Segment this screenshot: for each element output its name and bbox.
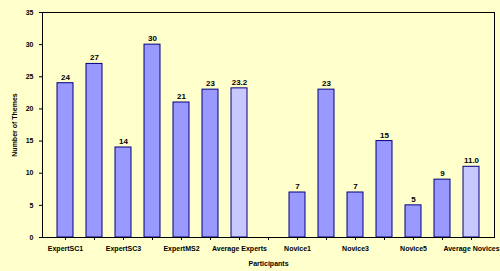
svg-text:Average Experts: Average Experts <box>212 245 267 253</box>
svg-text:21: 21 <box>177 92 186 101</box>
svg-text:23.2: 23.2 <box>232 78 248 87</box>
svg-text:Novice1: Novice1 <box>284 245 311 252</box>
svg-text:5: 5 <box>411 195 416 204</box>
svg-text:ExpertSC3: ExpertSC3 <box>106 245 142 253</box>
svg-text:27: 27 <box>90 53 99 62</box>
svg-text:30: 30 <box>148 34 157 43</box>
svg-text:35: 35 <box>26 9 34 16</box>
svg-text:7: 7 <box>353 182 358 191</box>
svg-text:Participants: Participants <box>248 260 288 268</box>
svg-text:5: 5 <box>30 202 34 209</box>
svg-text:ExpertSC1: ExpertSC1 <box>48 245 84 253</box>
svg-text:0: 0 <box>30 234 34 241</box>
svg-text:14: 14 <box>119 137 128 146</box>
svg-text:23: 23 <box>322 79 331 88</box>
svg-text:25: 25 <box>26 73 34 80</box>
svg-text:10: 10 <box>26 169 34 176</box>
svg-text:11.0: 11.0 <box>464 156 480 165</box>
svg-text:Average Novices: Average Novices <box>443 245 499 253</box>
svg-text:15: 15 <box>26 137 34 144</box>
svg-text:15: 15 <box>380 131 389 140</box>
svg-text:23: 23 <box>206 79 215 88</box>
svg-text:30: 30 <box>26 41 34 48</box>
svg-text:Novice3: Novice3 <box>342 245 369 252</box>
svg-text:7: 7 <box>295 182 300 191</box>
svg-text:Number of Themes: Number of Themes <box>11 93 18 157</box>
svg-text:24: 24 <box>61 73 70 82</box>
svg-text:Novice5: Novice5 <box>400 245 427 252</box>
svg-text:20: 20 <box>26 105 34 112</box>
svg-text:9: 9 <box>440 169 445 178</box>
svg-text:ExpertMS2: ExpertMS2 <box>163 245 199 253</box>
